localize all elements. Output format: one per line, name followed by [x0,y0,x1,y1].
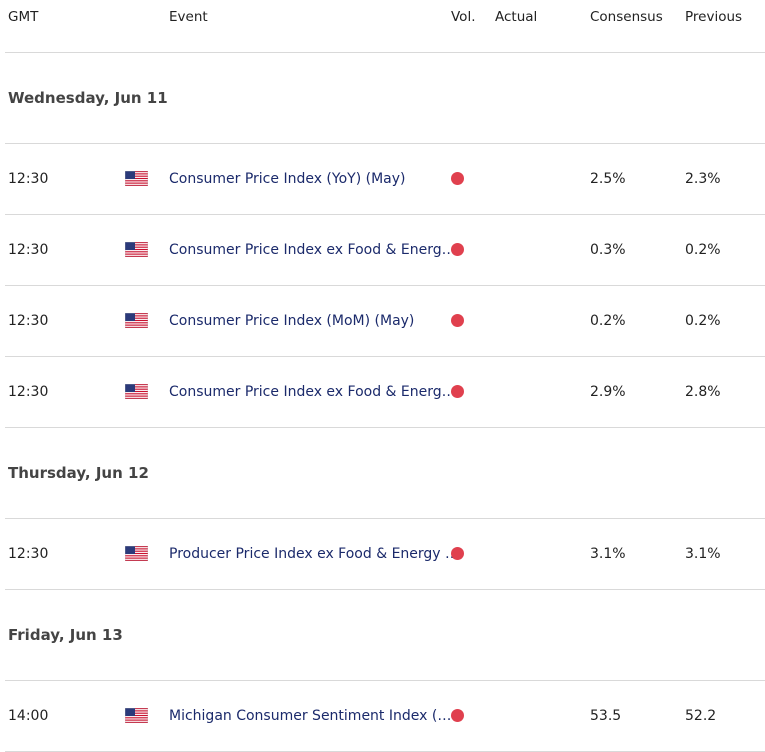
event-name: Consumer Price Index ex Food & Energ… [169,384,456,400]
previous: 3.1% [685,546,721,562]
consensus: 53.5 [590,708,622,724]
event-name: Michigan Consumer Sentiment Index (… [169,708,452,724]
consensus: 0.3% [590,242,626,258]
event-name: Consumer Price Index (YoY) (May) [169,171,406,187]
consensus: 0.2% [590,313,626,329]
column-header: Consensus [590,9,663,25]
previous: 0.2% [685,242,721,258]
divider [5,52,765,53]
column-header: Previous [685,9,743,25]
previous: 0.2% [685,313,721,329]
column-header: Actual [495,9,538,25]
flag-icon [124,545,149,565]
volatility-dot [451,709,464,722]
flag-icon [124,383,149,403]
event-name: Consumer Price Index (MoM) (May) [169,313,415,329]
date-heading: Wednesday, Jun 11 [8,89,168,107]
column-header: Event [169,9,208,25]
flag-icon [124,707,149,727]
time: 12:30 [8,546,49,562]
flag-icon [124,241,149,261]
divider [5,143,765,144]
flag-icon [124,170,149,190]
previous: 52.2 [685,708,717,724]
divider [5,356,765,357]
consensus: 2.9% [590,384,626,400]
divider [5,680,765,681]
time: 12:30 [8,171,49,187]
column-header: GMT [8,9,39,25]
time: 14:00 [8,708,49,724]
consensus: 2.5% [590,171,626,187]
divider [5,589,765,590]
volatility-dot [451,385,464,398]
event-name: Producer Price Index ex Food & Energy … [169,546,460,562]
event-name: Consumer Price Index ex Food & Energ… [169,242,456,258]
previous: 2.3% [685,171,721,187]
divider [5,427,765,428]
flag-icon [124,312,149,332]
time: 12:30 [8,242,49,258]
volatility-dot [451,172,464,185]
divider [5,285,765,286]
divider [5,214,765,215]
volatility-dot [451,243,464,256]
consensus: 3.1% [590,546,626,562]
divider [5,518,765,519]
volatility-dot [451,547,464,560]
volatility-dot [451,314,464,327]
date-heading: Thursday, Jun 12 [8,464,149,482]
date-heading: Friday, Jun 13 [8,626,123,644]
time: 12:30 [8,384,49,400]
previous: 2.8% [685,384,721,400]
time: 12:30 [8,313,49,329]
column-header: Vol. [451,9,476,25]
